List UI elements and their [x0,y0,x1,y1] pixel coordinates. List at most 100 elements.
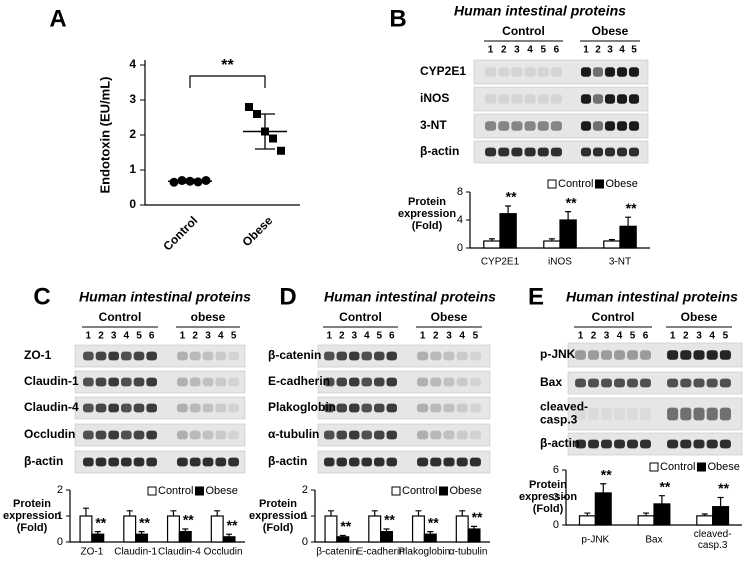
blot-band [601,350,612,360]
data-point [170,178,179,187]
blot-band [457,404,468,413]
bar [413,516,425,542]
legend-label: Obese [707,461,739,473]
x-tick-label: Claudin-1 [114,547,157,558]
blot-band [443,458,454,467]
blot-band [134,352,145,361]
blot-band [362,352,373,361]
blot-band [614,440,625,449]
blot-band [693,379,704,388]
significance: ** [428,514,439,530]
panel-letter: B [389,5,406,32]
bar [168,516,180,542]
blot-band [629,67,639,77]
y-axis-label: Protein [13,498,51,510]
blot-band [707,379,718,388]
y-axis-label: (Fold) [17,522,48,534]
blot-band [83,458,94,467]
lane-label: 5 [631,45,637,56]
row-label: iNOS [420,91,449,105]
blot-band [146,352,157,361]
row-label: β-actin [540,436,579,450]
blot-band [349,404,360,413]
row-label: α-tubulin [268,427,319,441]
lane-label: 4 [459,331,465,342]
y-tick-label: 1 [129,162,136,176]
lane-label: 3 [446,331,452,342]
lane-label: 4 [617,331,623,342]
bar [424,534,436,542]
lane-label: 3 [607,45,613,56]
y-axis-label: (Fold) [533,503,564,515]
x-tick-label: Claudin-4 [158,547,201,558]
lane-label: 1 [180,331,186,342]
blot-band [349,352,360,361]
blot-band [720,379,731,388]
blot-band [588,408,599,421]
blot-band [680,408,691,421]
blot-band [457,458,468,467]
blot-band [121,352,132,361]
blot-band [121,458,132,467]
blot-band [417,458,428,467]
significance-bracket [190,76,265,88]
blot-band [190,404,201,413]
lane-label: 2 [683,331,689,342]
row-label: β-actin [24,454,63,468]
blot-band [667,379,678,388]
row-label: Plakoglobin [268,400,336,414]
blot-band [121,378,132,387]
blot-band [693,440,704,449]
lane-label: 2 [98,331,104,342]
x-tick-label: Occludin [204,547,243,558]
x-tick-label: iNOS [548,257,572,268]
row-label: Bax [540,375,562,389]
legend-swatch [548,180,556,188]
lane-label: 4 [364,331,370,342]
blot-band [203,404,214,413]
row-label: p-JNK [540,347,576,361]
blot-band [457,378,468,387]
group-label: Obese [592,24,629,38]
blot-band [146,404,157,413]
error-bar [718,498,724,507]
blot-band [485,67,496,77]
bar [325,516,337,542]
y-axis-label: Endotoxin (EU/mL) [97,77,112,194]
bar [713,507,729,525]
lane-label: 5 [231,331,237,342]
blot-band [693,350,704,360]
blot-band [190,378,201,387]
panel-letter: C [33,283,50,310]
lane-label: 2 [433,331,439,342]
blot-band [417,352,428,361]
lane-label: 1 [488,45,494,56]
legend-swatch [697,463,705,471]
significance: ** [472,509,483,525]
blot-band [707,350,718,360]
blot-band [538,94,549,104]
blot-band [134,458,145,467]
blot-band [605,148,615,157]
y-tick-label: 0 [302,536,308,548]
blot-band [215,378,226,387]
blot-band [203,378,214,387]
blot-band [617,94,627,104]
blot-band [228,352,239,361]
axes [145,60,300,205]
y-axis-label: Protein [529,479,567,491]
blot-band [134,378,145,387]
blot-band [374,431,385,440]
blot-band [457,431,468,440]
blot-band [680,350,691,360]
blot-band [640,350,651,360]
error-bar [659,496,665,504]
blot-band [215,431,226,440]
blot-band [387,431,398,440]
blot-band [134,431,145,440]
group-label: Control [592,310,635,324]
significance: ** [340,518,351,534]
significance: ** [227,517,238,533]
blot-band [640,379,651,388]
